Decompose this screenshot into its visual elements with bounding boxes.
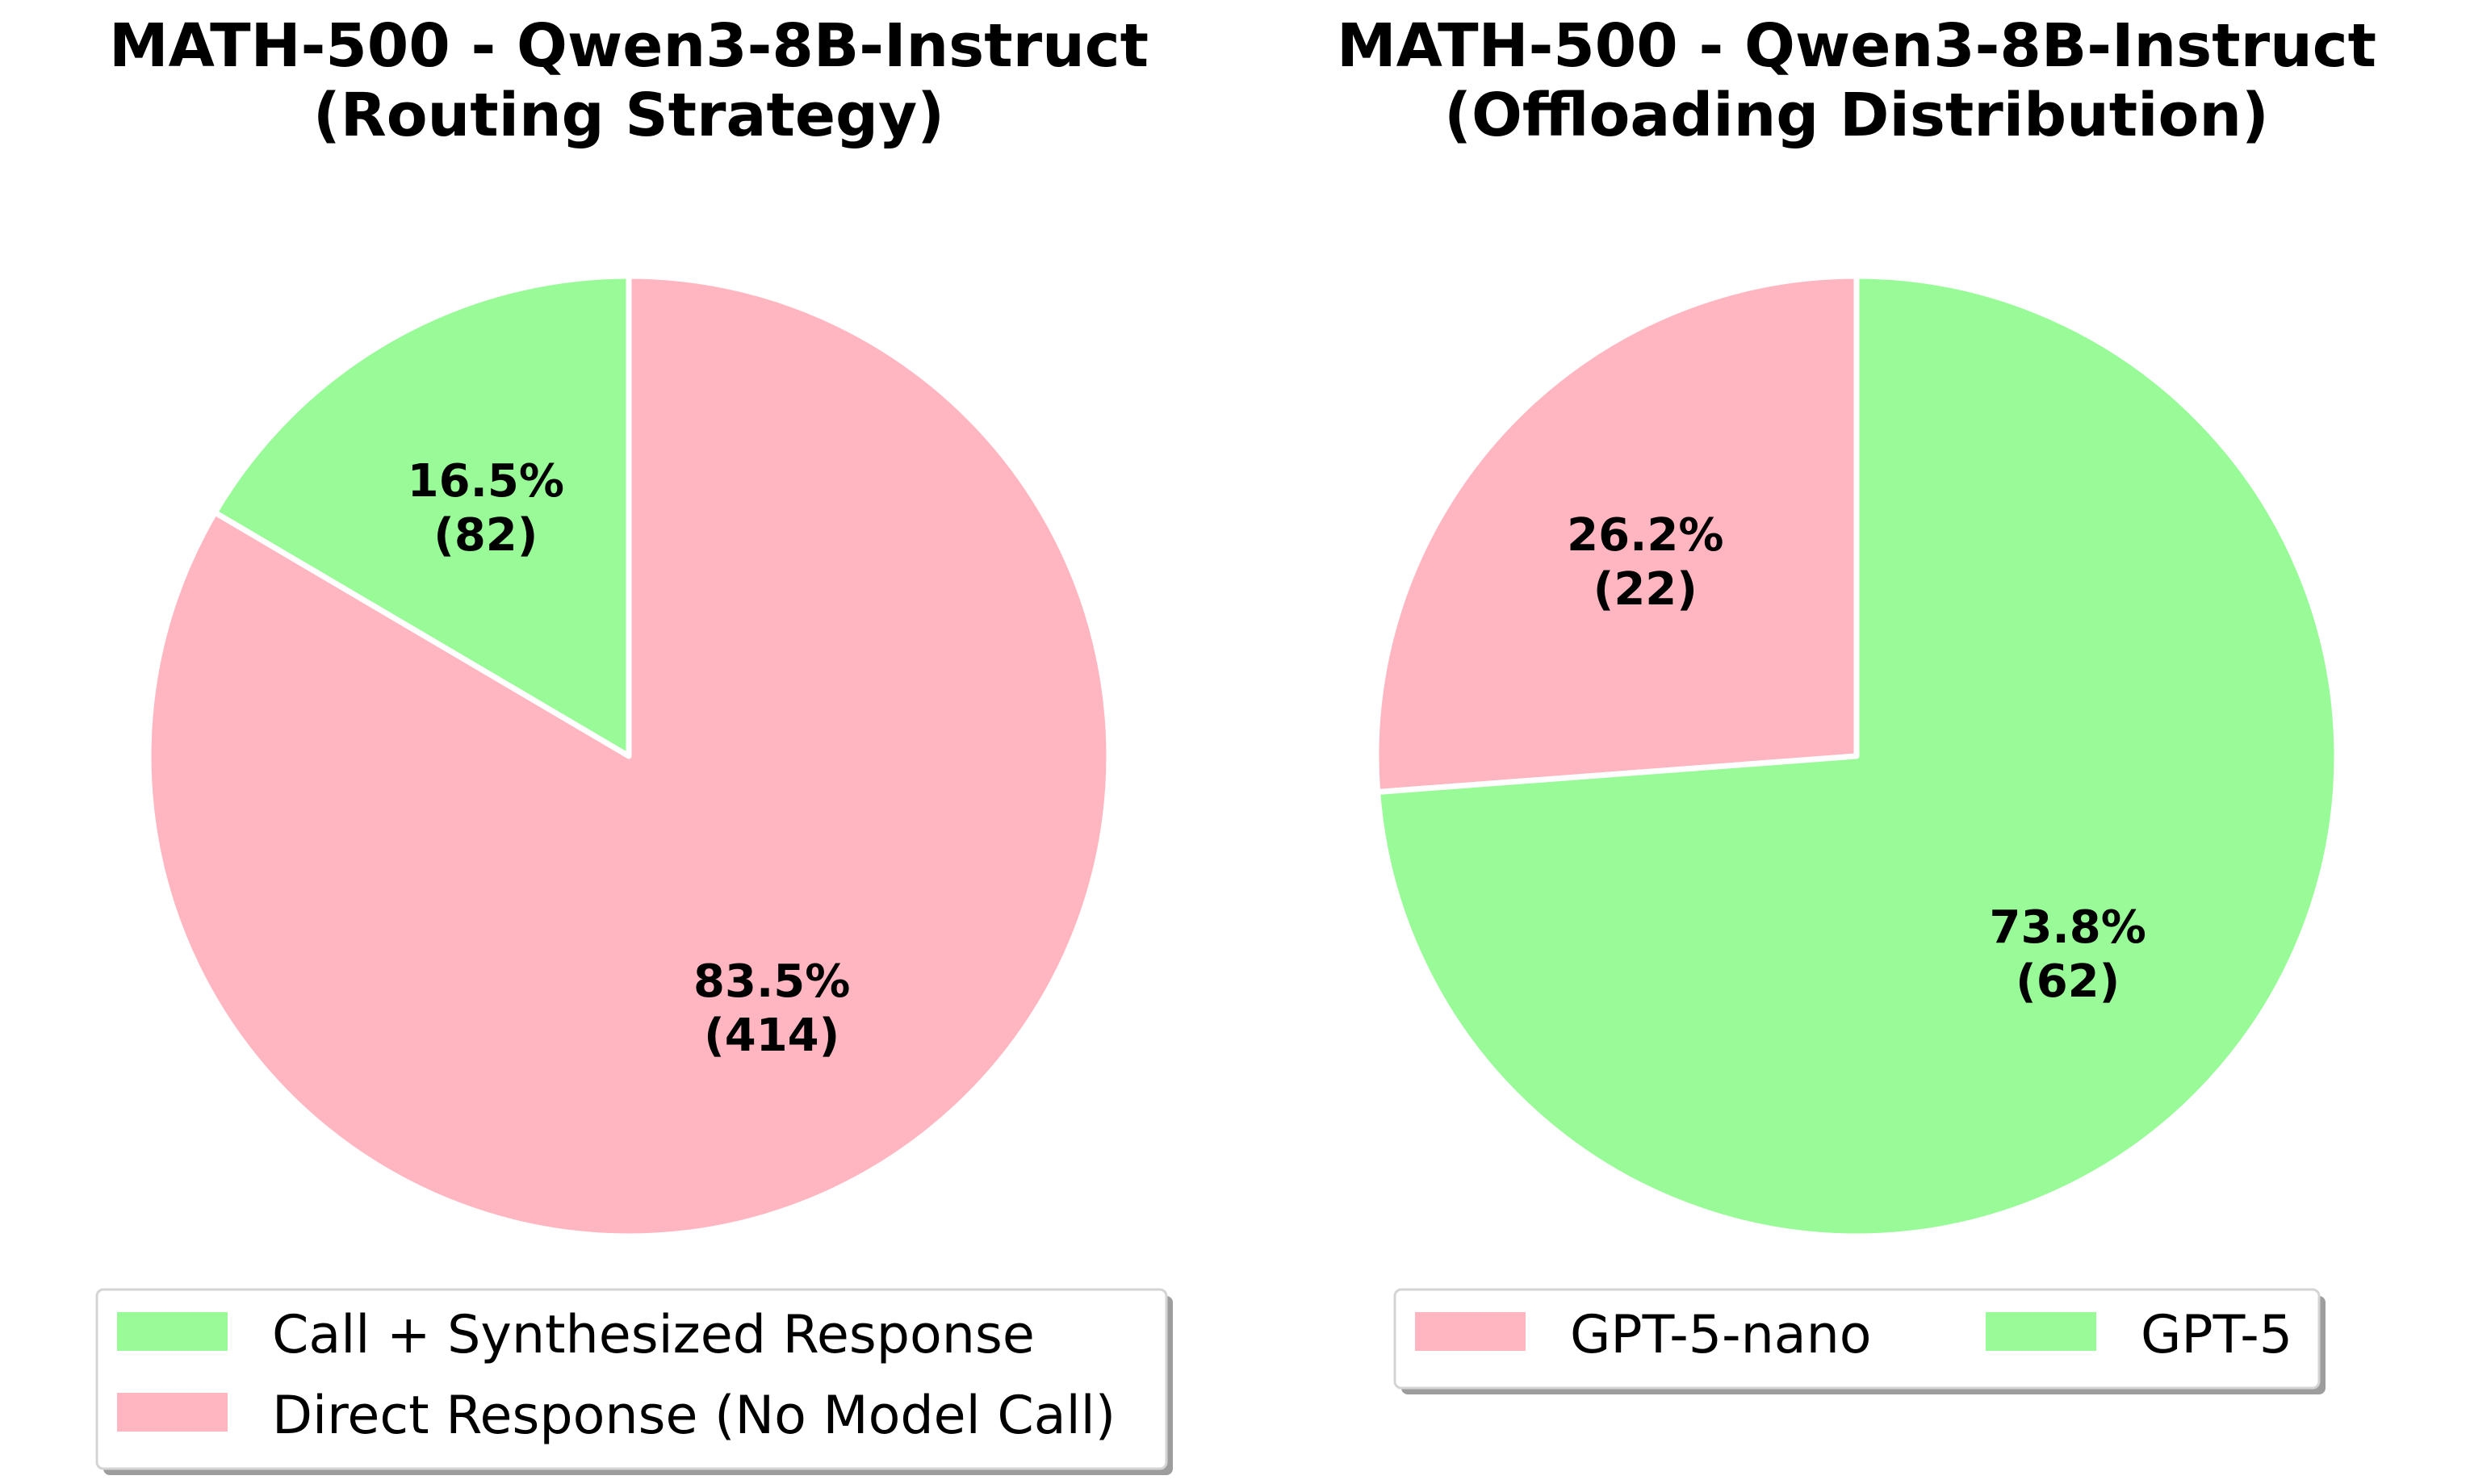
offloading-count-label-gpt-5-nano: (22) [1593,563,1698,616]
offloading-chart-title: MATH-500 - Qwen3-8B-Instruct [1337,11,2376,81]
routing-legend-box [95,1288,1168,1470]
routing-count-label-call-synthesized-response: (82) [433,509,538,562]
routing-legend-swatch-direct-response-no-model-call [117,1393,228,1432]
routing-pie-labels: 16.5%(82) 83.5%(414) [408,455,851,1062]
offloading-percent-label-gpt-5-nano: 26.2% [1567,509,1723,562]
offloading-legend-label-gpt-5: GPT-5 [2141,1305,2292,1365]
offloading-legend-swatch-gpt-5-nano [1415,1312,1526,1351]
offloading-legend: GPT-5-nano GPT-5 [1393,1288,2326,1394]
offloading-count-label-gpt-5: (62) [2016,955,2120,1008]
routing-percent-label-direct-response-no-model-call: 83.5% [693,955,850,1008]
offloading-slice-gpt-5 [1375,273,2340,1239]
offloading-legend-swatch-gpt-5 [1986,1312,2096,1351]
routing-chart-title: MATH-500 - Qwen3-8B-Instruct [109,11,1149,81]
routing-slice-call-synthesized-response [211,273,632,759]
offloading-pie-slices [1373,273,2340,1239]
routing-count-label-direct-response-no-model-call: (414) [704,1010,839,1062]
routing-legend-label-call-synthesized-response: Call + Synthesized Response [272,1305,1035,1365]
offloading-distribution-pie-chart: MATH-500 - Qwen3-8B-Instruct (Offloading… [1337,11,2376,1394]
routing-percent-label-call-synthesized-response: 16.5% [408,455,564,508]
routing-legend-label-direct-response-no-model-call: Direct Response (No Model Call) [272,1386,1116,1446]
routing-chart-subtitle: (Routing Strategy) [313,81,944,150]
offloading-slice-gpt-5-nano [1373,273,1860,795]
offloading-chart-subtitle: (Offloading Distribution) [1444,81,2269,150]
offloading-legend-label-gpt-5-nano: GPT-5-nano [1570,1305,1872,1365]
routing-slice-direct-response-no-model-call [145,273,1112,1239]
routing-strategy-pie-chart: MATH-500 - Qwen3-8B-Instruct (Routing St… [95,11,1173,1475]
routing-legend: Call + Synthesized Response Direct Respon… [95,1288,1173,1475]
offloading-pie-labels: 26.2%(22) 73.8%(62) [1567,509,2146,1008]
routing-legend-swatch-call-synthesized-response [117,1312,228,1351]
routing-pie-slices [145,273,1112,1239]
offloading-percent-label-gpt-5: 73.8% [1990,901,2146,954]
